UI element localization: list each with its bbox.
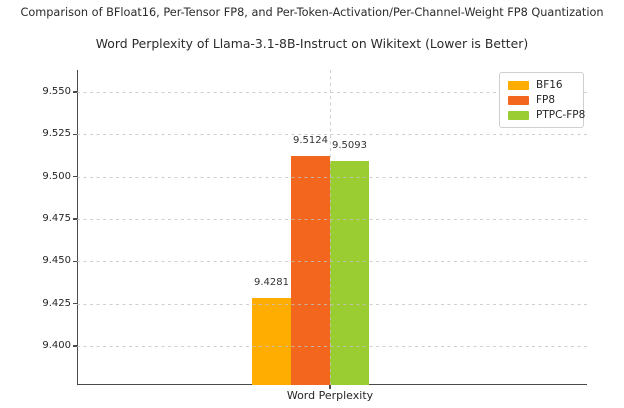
x-tick-mark <box>329 385 331 389</box>
legend-swatch-icon <box>508 96 529 105</box>
bar-bf16 <box>252 298 291 385</box>
y-tick-mark <box>73 176 77 178</box>
legend-label: FP8 <box>536 94 556 106</box>
y-tick-mark <box>73 91 77 93</box>
y-tick-label: 9.525 <box>42 128 71 140</box>
bar-value-label-fp8: 9.5124 <box>293 134 328 146</box>
legend: BF16 FP8 PTPC-FP8 <box>499 72 585 128</box>
legend-label: PTPC-FP8 <box>536 109 586 121</box>
legend-entry-ptpc-fp8: PTPC-FP8 <box>508 109 585 122</box>
legend-label: BF16 <box>536 79 563 91</box>
y-tick-label: 9.400 <box>42 340 71 352</box>
chart-title: Word Perplexity of Llama-3.1-8B-Instruct… <box>95 36 529 51</box>
legend-entry-fp8: FP8 <box>508 94 575 107</box>
bar-ptpc-fp8 <box>330 160 369 385</box>
bar-value-label-bf16: 9.4281 <box>254 277 289 289</box>
y-tick-mark <box>73 218 77 220</box>
y-tick-mark <box>73 345 77 347</box>
y-tick-mark <box>73 303 77 305</box>
y-tick-mark <box>73 260 77 262</box>
bar-fp8 <box>291 155 330 385</box>
y-tick-label: 9.425 <box>42 297 71 309</box>
x-tick-label: Word Perplexity <box>286 389 374 402</box>
y-tick-mark <box>73 133 77 135</box>
legend-swatch-icon <box>508 81 529 90</box>
y-tick-label: 9.550 <box>42 86 71 98</box>
legend-swatch-icon <box>508 111 529 120</box>
legend-entry-bf16: BF16 <box>508 79 575 92</box>
bar-value-label-ptpc-fp8: 9.5093 <box>332 139 367 151</box>
y-tick-label: 9.475 <box>42 213 71 225</box>
figure-suptitle: Comparison of BFloat16, Per-Tensor FP8, … <box>20 6 604 19</box>
y-tick-label: 9.450 <box>42 255 71 267</box>
y-tick-label: 9.500 <box>42 170 71 182</box>
